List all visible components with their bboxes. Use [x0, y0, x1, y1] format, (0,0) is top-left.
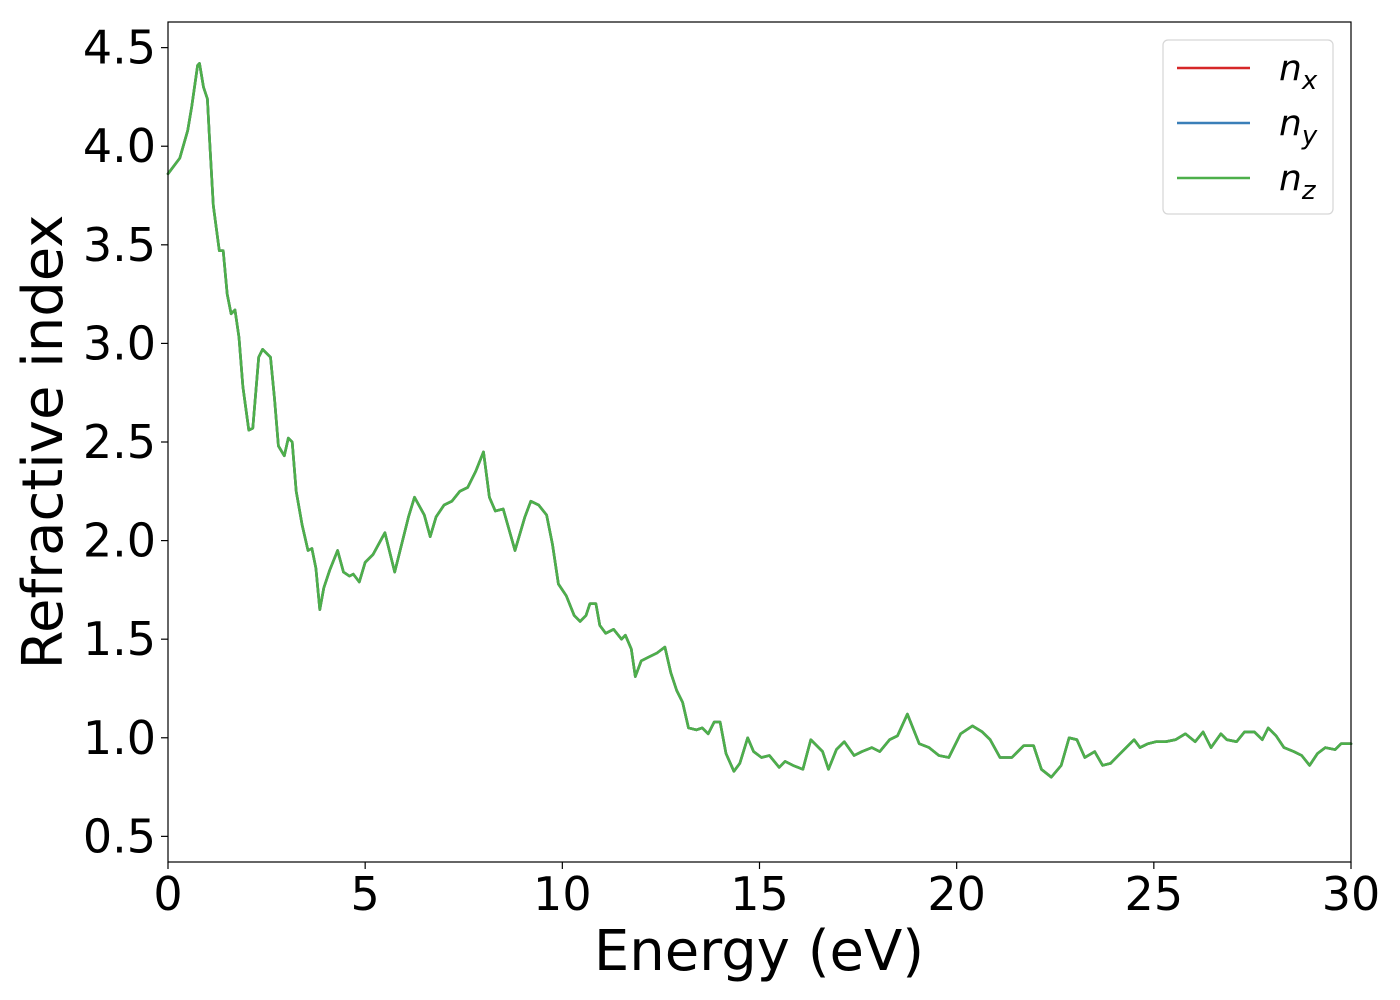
y-tick-label: 0.5 [83, 809, 156, 863]
series-line-z [166, 62, 1353, 779]
x-tick-label: 25 [1125, 867, 1184, 921]
x-axis-title: Energy (eV) [594, 919, 924, 984]
y-tick-label: 4.5 [83, 21, 156, 75]
legend: nx ny nz [1162, 39, 1334, 215]
y-tick-label: 1.5 [83, 612, 156, 666]
x-axis: 0 5 10 15 20 25 30 [153, 862, 1380, 921]
x-tick-label: 5 [351, 867, 380, 921]
y-tick-label: 1.0 [83, 711, 156, 765]
series-layer [166, 62, 1353, 779]
x-tick-label: 20 [927, 867, 986, 921]
y-tick-label: 3.0 [83, 316, 156, 370]
x-tick-label: 0 [153, 867, 182, 921]
y-tick-label: 4.0 [83, 119, 156, 173]
legend-entry-y: ny [1177, 103, 1318, 151]
legend-label: nz [1279, 158, 1317, 206]
y-tick-label: 2.0 [83, 514, 156, 568]
legend-entry-x: nx [1177, 48, 1318, 96]
legend-label: nx [1279, 48, 1318, 96]
legend-entry-z: nz [1177, 158, 1317, 206]
legend-label: ny [1279, 103, 1318, 151]
y-tick-label: 3.5 [83, 218, 156, 272]
x-tick-label: 30 [1322, 867, 1381, 921]
x-tick-label: 10 [533, 867, 592, 921]
legend-box [1162, 39, 1334, 215]
y-tick-label: 2.5 [83, 415, 156, 469]
y-axis: 0.5 1.0 1.5 2.0 2.5 3.0 3.5 4.0 4.5 [83, 21, 168, 863]
y-axis-title: Refractive index [11, 215, 76, 670]
x-tick-label: 15 [730, 867, 789, 921]
